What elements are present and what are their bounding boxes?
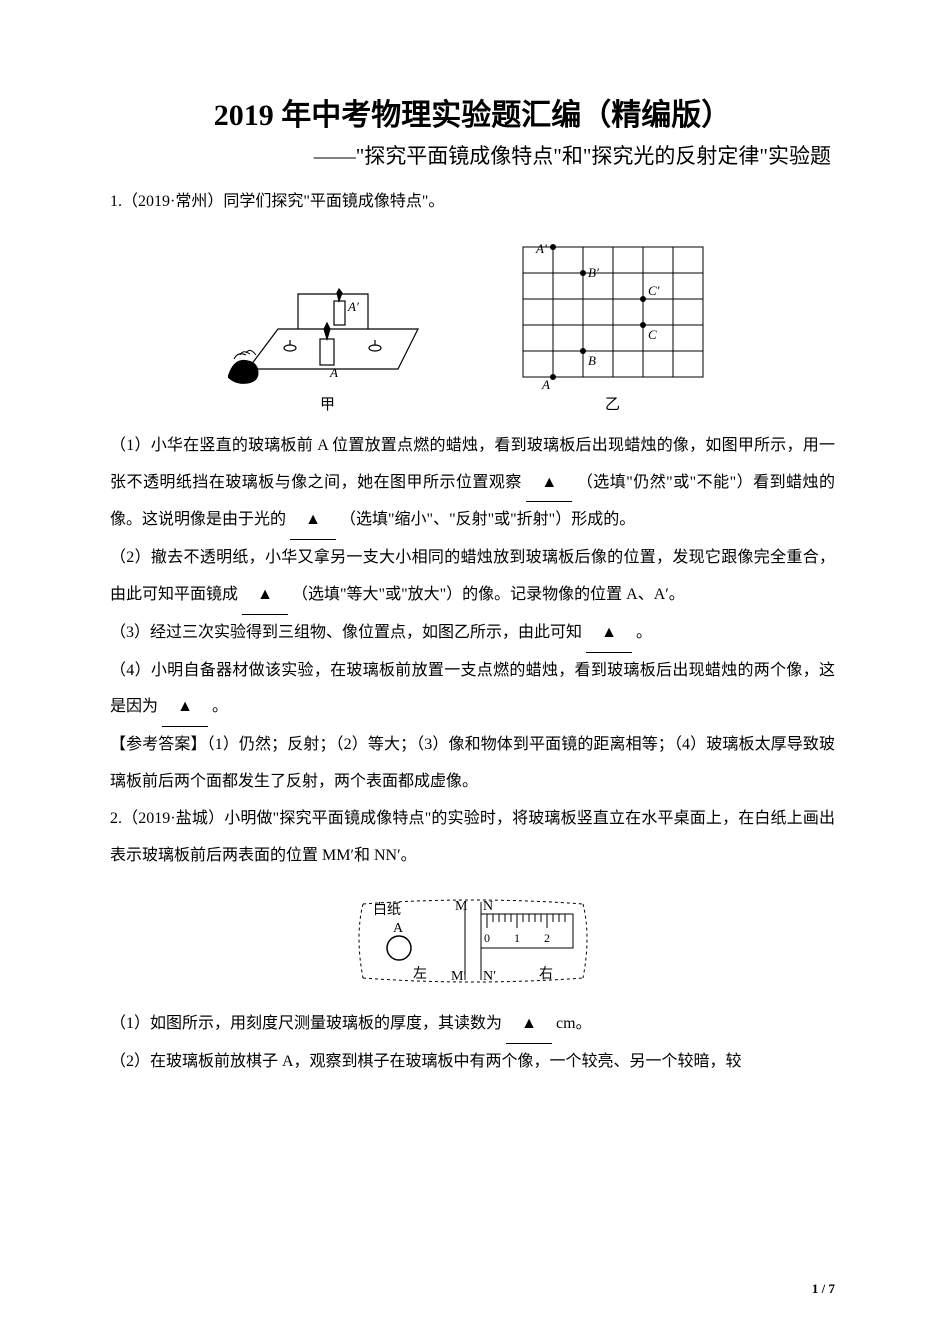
fig3-Mp: M′ bbox=[451, 969, 467, 984]
blank-3: ▲ bbox=[242, 577, 288, 615]
fig3-N: N bbox=[483, 899, 493, 914]
fig3-Np: N′ bbox=[483, 969, 496, 984]
figure-2: A′ B′ C′ C B A 乙 bbox=[508, 239, 718, 414]
blank-5: ▲ bbox=[162, 689, 208, 727]
page-title: 2019 年中考物理实验题汇编（精编版） bbox=[110, 90, 835, 134]
q2-1b: cm。 bbox=[556, 1015, 592, 1032]
q2-2a: （2）在玻璃板前放棋子 A，观察到棋子在玻璃板中有两个像，一个较亮、另一个较暗，… bbox=[110, 1053, 742, 1070]
fig3-r0: 0 bbox=[484, 931, 490, 945]
blank-2: ▲ bbox=[290, 502, 336, 540]
q1-answer: 【参考答案】（1）仍然；反射；（2）等大；（3）像和物体到平面镜的距离相等；（4… bbox=[110, 727, 835, 801]
fig1-label-aprime: A′ bbox=[347, 299, 359, 314]
figure-1: A A′ 甲 bbox=[228, 239, 428, 414]
q2-head: 2.（2019·盐城）小明做"探究平面镜成像特点"的实验时，将玻璃板竖直立在水平… bbox=[110, 801, 835, 875]
blank-6: ▲ bbox=[506, 1006, 552, 1044]
q1-head: 1.（2019·常州）同学们探究"平面镜成像特点"。 bbox=[110, 184, 835, 221]
q2-1: （1）如图所示，用刻度尺测量玻璃板的厚度，其读数为 ▲ cm。 bbox=[110, 1006, 835, 1044]
page-subtitle: ——"探究平面镜成像特点"和"探究光的反射定律"实验题 bbox=[110, 140, 835, 170]
figure-row-1: A A′ 甲 bbox=[110, 239, 835, 414]
fig2-Cp: C′ bbox=[648, 283, 660, 298]
fig2-C: C bbox=[648, 327, 657, 342]
page: 2019 年中考物理实验题汇编（精编版） ——"探究平面镜成像特点"和"探究光的… bbox=[0, 0, 945, 1337]
fig3-M: M bbox=[455, 899, 468, 914]
fig2-Bp: B′ bbox=[588, 265, 599, 280]
fig3-paper: 白纸 bbox=[373, 902, 401, 918]
figure-3: 白纸 A 左 右 M M′ N N′ 0 1 2 bbox=[110, 886, 835, 996]
q1-4: （4）小明自备器材做该实验，在玻璃板前放置一支点燃的蜡烛，看到玻璃板后出现蜡烛的… bbox=[110, 653, 835, 728]
q1-1: （1）小华在竖直的玻璃板前 A 位置放置点燃的蜡烛，看到玻璃板后出现蜡烛的像，如… bbox=[110, 428, 835, 540]
fig2-A: A bbox=[541, 377, 550, 389]
figure-2-svg: A′ B′ C′ C B A bbox=[508, 239, 718, 389]
q2-2: （2）在玻璃板前放棋子 A，观察到棋子在玻璃板中有两个像，一个较亮、另一个较暗，… bbox=[110, 1044, 835, 1081]
q1-4b: 。 bbox=[212, 698, 228, 715]
figure-1-svg: A A′ bbox=[228, 239, 428, 389]
fig2-B: B bbox=[588, 353, 596, 368]
fig2-Ap: A′ bbox=[535, 241, 547, 256]
blank-1: ▲ bbox=[526, 465, 572, 503]
fig3-r1: 1 bbox=[514, 931, 520, 945]
figure-3-svg: 白纸 A 左 右 M M′ N N′ 0 1 2 bbox=[343, 886, 603, 996]
q1-3b: 。 bbox=[636, 624, 652, 641]
q1-1c: （选填"缩小"、"反射"或"折射"）形成的。 bbox=[340, 511, 635, 528]
figure-1-caption: 甲 bbox=[320, 393, 335, 414]
fig3-left: 左 bbox=[413, 966, 427, 982]
fig3-right: 右 bbox=[539, 966, 553, 982]
blank-4: ▲ bbox=[586, 615, 632, 653]
q2-1a: （1）如图所示，用刻度尺测量玻璃板的厚度，其读数为 bbox=[110, 1015, 502, 1032]
figure-2-caption: 乙 bbox=[605, 393, 620, 414]
page-number: 1 / 7 bbox=[812, 1281, 835, 1297]
q1-3a: （3）经过三次实验得到三组物、像位置点，如图乙所示，由此可知 bbox=[110, 624, 582, 641]
fig1-label-a: A bbox=[329, 365, 338, 380]
q1-2b: （选填"等大"或"放大"）的像。记录物像的位置 A、A′。 bbox=[292, 586, 685, 603]
fig3-A: A bbox=[393, 921, 404, 936]
q1-2: （2）撤去不透明纸，小华又拿另一支大小相同的蜡烛放到玻璃板后像的位置，发现它跟像… bbox=[110, 540, 835, 615]
q1-3: （3）经过三次实验得到三组物、像位置点，如图乙所示，由此可知 ▲ 。 bbox=[110, 615, 835, 653]
fig3-r2: 2 bbox=[544, 931, 550, 945]
